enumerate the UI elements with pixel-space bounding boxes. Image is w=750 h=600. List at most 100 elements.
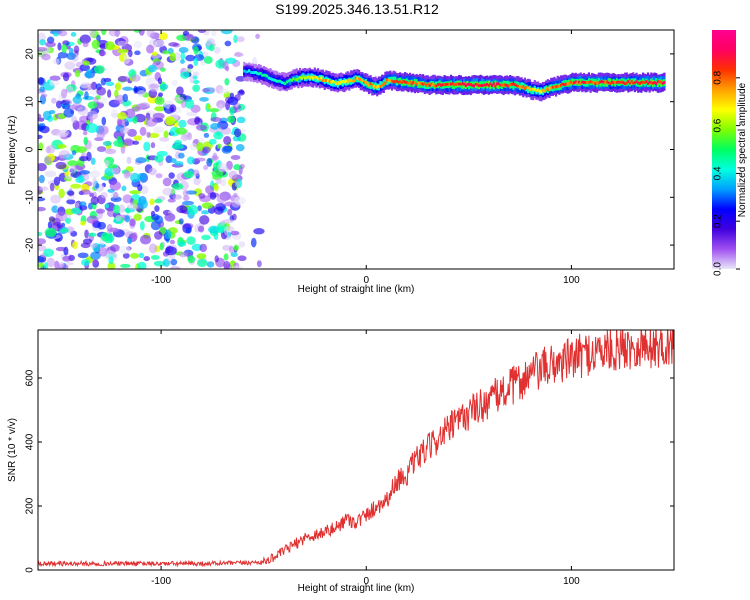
noise-blob xyxy=(57,42,62,51)
noise-blob xyxy=(56,132,69,138)
ridge-cell xyxy=(523,87,527,91)
ridge-cell xyxy=(320,76,323,80)
ridge-cell xyxy=(607,81,610,85)
ridge-cell xyxy=(376,85,379,89)
noise-blob xyxy=(66,195,76,200)
noise-blob xyxy=(62,72,70,82)
noise-blob xyxy=(71,116,78,124)
ridge-cell xyxy=(436,83,440,87)
ridge-cell xyxy=(453,83,456,86)
ridge-cell xyxy=(349,79,353,83)
ridge-cell xyxy=(512,83,515,90)
noise-blob xyxy=(238,241,246,248)
ridge-cell xyxy=(594,82,597,86)
ridge-cell xyxy=(287,79,290,83)
ridge-cell xyxy=(487,84,490,87)
noise-blob xyxy=(53,32,59,37)
ridge-cell xyxy=(402,79,405,83)
colorbar-tick-label: 0.6 xyxy=(713,118,724,132)
ridge-cell xyxy=(513,83,517,87)
noise-blob xyxy=(214,255,219,263)
noise-blob xyxy=(178,119,187,128)
ridge-cell xyxy=(412,80,415,88)
noise-blob xyxy=(153,260,166,267)
ridge-cell xyxy=(587,81,591,84)
ridge-cell xyxy=(310,75,313,79)
ridge-cell xyxy=(641,80,645,84)
noise-blob xyxy=(85,68,92,79)
noise-blob xyxy=(58,262,65,268)
ridge-cell xyxy=(481,84,484,87)
noise-blob xyxy=(107,164,118,169)
noise-blob xyxy=(205,185,215,195)
ridge-cell xyxy=(321,75,325,83)
ridge-cell xyxy=(323,79,326,82)
noise-blob xyxy=(193,57,199,67)
noise-blob xyxy=(38,113,42,119)
snr-y-tick-label: 600 xyxy=(25,369,36,386)
noise-blob xyxy=(154,205,160,212)
noise-blob xyxy=(90,243,98,248)
ridge-cell xyxy=(640,80,643,84)
ridge-cell xyxy=(600,80,604,84)
noise-blob xyxy=(149,198,155,206)
ridge-cell xyxy=(246,70,249,74)
noise-blob xyxy=(130,74,141,82)
ridge-cell xyxy=(492,82,495,86)
ridge-cell xyxy=(561,82,564,86)
ridge-cell xyxy=(369,82,372,90)
ridge-cell xyxy=(515,84,518,88)
ridge-cell xyxy=(581,80,584,84)
ridge-cell xyxy=(330,80,333,84)
noise-blob xyxy=(196,124,207,131)
ridge-cell xyxy=(431,83,435,86)
noise-blob xyxy=(148,132,160,139)
ridge-cell xyxy=(532,87,535,95)
ridge-cell xyxy=(507,84,510,88)
ridge-cell xyxy=(272,78,275,82)
noise-blob xyxy=(154,154,164,163)
noise-blob xyxy=(98,247,108,257)
noise-blob xyxy=(147,64,157,73)
ridge-cell xyxy=(645,80,648,83)
ridge-cell xyxy=(275,79,279,83)
snr-background xyxy=(38,330,674,570)
ridge-cell xyxy=(423,81,426,89)
snr-y-tick-label: 0 xyxy=(25,567,36,573)
noise-blob xyxy=(169,52,176,62)
noise-blob xyxy=(208,225,220,234)
spectrogram-y-tick-label: 0 xyxy=(25,146,36,152)
noise-blob xyxy=(154,39,166,48)
ridge-cell xyxy=(385,78,389,82)
spectrogram-x-ticks: -100 0 100 xyxy=(151,30,580,286)
ridge-cell xyxy=(354,76,357,80)
noise-blob xyxy=(143,256,151,262)
ridge-cell xyxy=(446,82,449,86)
ridge-cell xyxy=(300,76,303,80)
ridge-cell xyxy=(335,82,338,86)
ridge-cell xyxy=(530,87,533,91)
noise-blob xyxy=(194,116,201,125)
noise-blob xyxy=(57,144,67,149)
noise-blob xyxy=(154,106,166,112)
ridge-cell xyxy=(430,82,433,86)
noise-blob xyxy=(104,167,115,177)
ridge-cell xyxy=(336,80,339,84)
ridge-cell xyxy=(415,82,418,86)
noise-blob xyxy=(199,243,208,253)
noise-blob xyxy=(192,71,200,77)
noise-blob xyxy=(121,185,127,192)
ridge-cell xyxy=(423,82,426,86)
ridge-cell xyxy=(546,88,549,92)
ridge-cell xyxy=(464,84,467,88)
noise-blob xyxy=(124,121,129,127)
noise-blob xyxy=(233,196,246,206)
noise-blob xyxy=(170,258,178,266)
noise-blob xyxy=(233,164,241,171)
ridge-cell xyxy=(298,75,302,83)
noise-blob xyxy=(133,85,138,94)
noise-blob xyxy=(230,154,241,161)
noise-blob xyxy=(199,96,209,102)
noise-blob xyxy=(175,127,187,135)
noise-blob xyxy=(114,94,125,102)
